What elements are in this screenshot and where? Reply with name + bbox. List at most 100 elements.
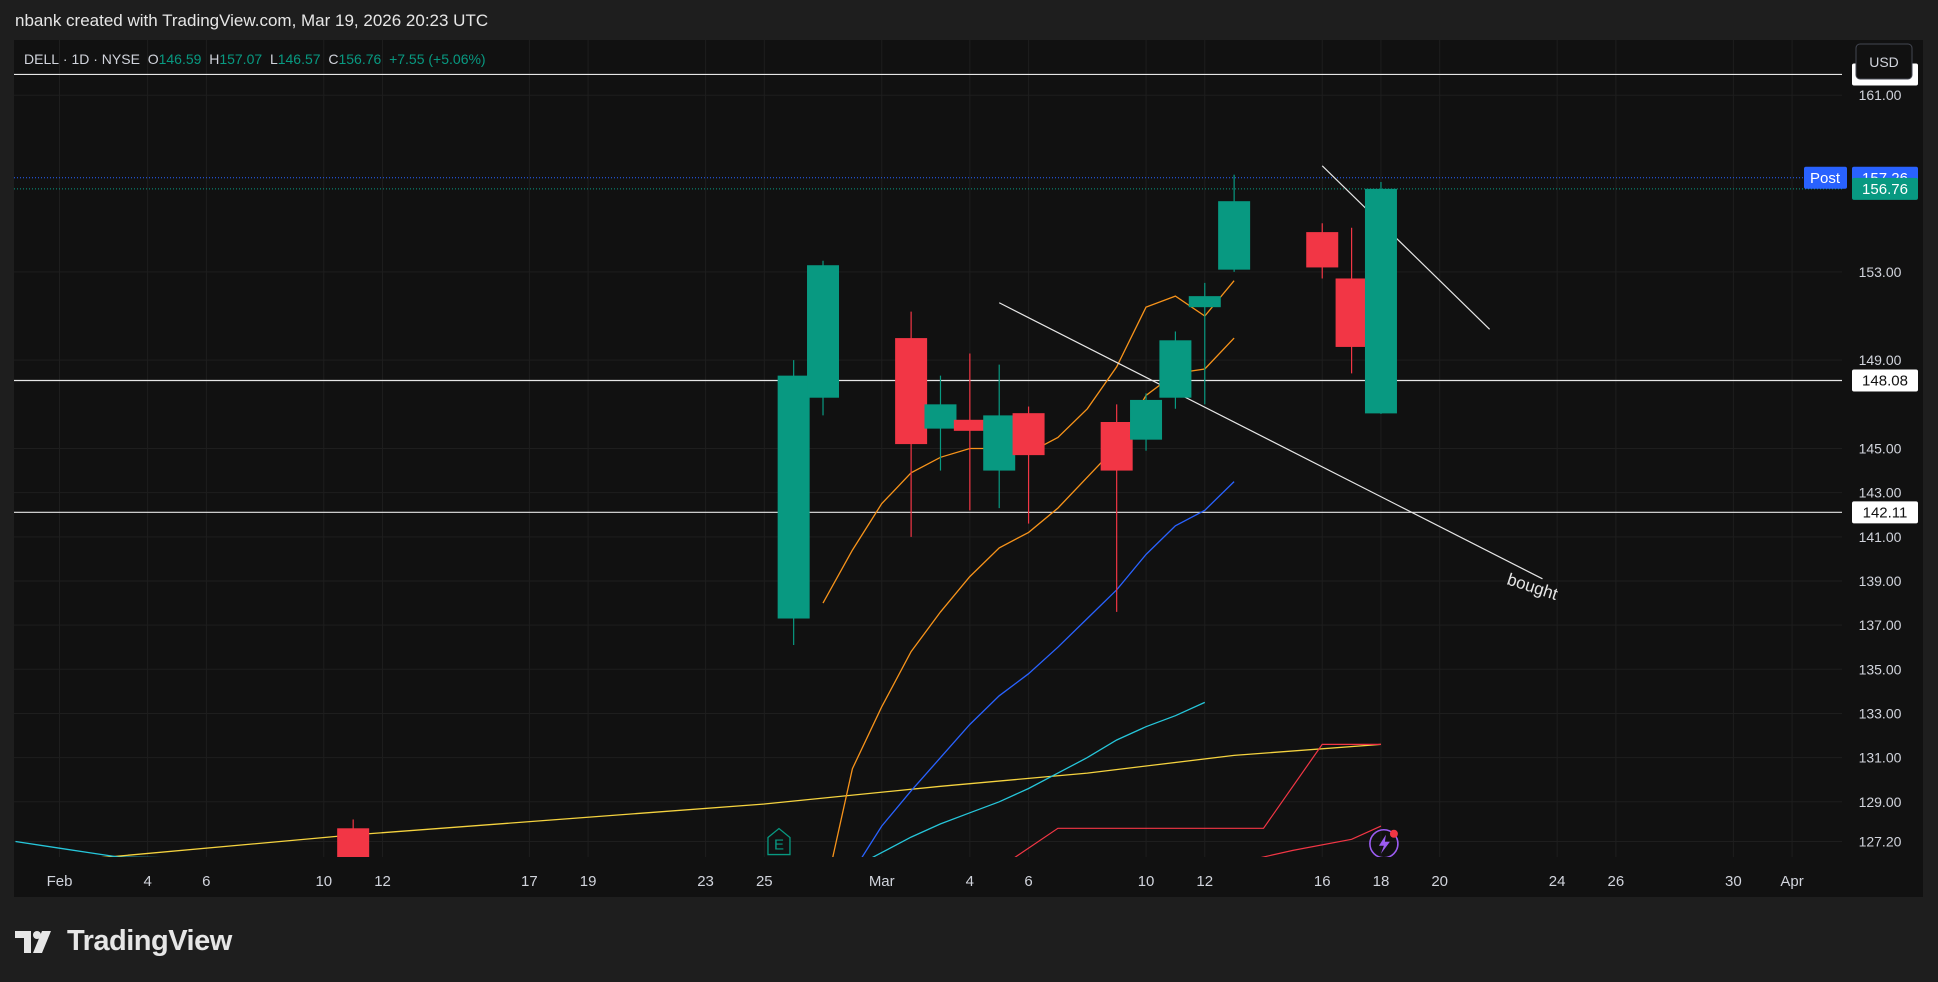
x-tick-label: 10 [1138,873,1155,890]
legend-o-label: O [148,51,159,67]
candle [924,375,957,471]
y-axis: 127.20 129.00 131.00 133.00 135.00 137.00 139.… [1859,87,1902,849]
ma-cyan-line [15,701,1206,857]
candle [1012,406,1045,524]
tradingview-brand-text: TradingView [67,925,232,957]
legend-c-value: 156.76 [338,51,389,67]
attribution-text: nbank created with TradingView.com, Mar … [15,11,489,30]
x-tick-label: 12 [374,873,391,890]
candle [1364,181,1397,414]
chart-panel[interactable]: bought E DELL · 1D · NYSE O146.59 H157.07 … [14,40,1923,897]
x-tick-label: 24 [1549,873,1566,890]
trendline [1321,165,1491,330]
currency-button-label: USD [1869,54,1899,70]
y-tick-label: 145.00 [1859,441,1902,457]
candle [895,311,928,537]
candle-body [1306,232,1339,268]
x-tick-label: 30 [1725,873,1742,890]
x-tick-label: 18 [1373,873,1390,890]
candle-body [924,404,957,429]
candle [1306,223,1339,279]
x-tick-label: Feb [47,873,73,890]
x-tick-label: Mar [869,873,895,890]
tradingview-logo: TradingView [15,925,232,958]
candle [1218,174,1251,272]
lightning-icon [1369,828,1399,857]
candle [1188,282,1221,405]
candle-body [1159,340,1192,398]
x-tick-label: 12 [1196,873,1213,890]
y-tick-label: 141.00 [1859,529,1902,545]
candle-body [1218,201,1251,270]
y-tick-label: 137.00 [1859,617,1902,633]
y-tick-label: 133.00 [1859,705,1902,721]
trendline [998,302,1543,580]
price-label-level: 148.08 [1852,369,1918,392]
y-tick-label: 139.00 [1859,573,1902,589]
price-label-last: 156.76 [1852,177,1918,200]
candle-body [1188,296,1221,308]
price-label-level: 142.11 [1852,501,1918,524]
x-tick-label: 4 [143,873,151,890]
y-tick-label: 135.00 [1859,661,1902,677]
candle-body [983,415,1016,471]
lightning-icon-dot [1389,829,1398,838]
candle [983,364,1016,509]
post-tag-box [1804,166,1847,189]
candle [1100,404,1133,612]
last-price-box [1852,177,1918,200]
x-tick-label: 6 [1024,873,1032,890]
candle-body [1012,413,1045,456]
candle [807,260,840,416]
y-tick-label: 131.00 [1859,750,1902,766]
earnings-marker-letter: E [774,837,784,854]
y-tick-label: 153.00 [1859,264,1902,280]
earnings-marker-shape [767,827,791,856]
legend-l-label: L [270,51,278,67]
earnings-marker: E [767,827,791,856]
price-label-text: 148.08 [1862,372,1908,389]
candle-body [895,338,928,445]
x-tick-label: 6 [202,873,210,890]
header-bar: nbank created with TradingView.com, Mar … [0,0,1938,40]
y-tick-label: 127.20 [1859,834,1902,850]
legend-c-label: C [328,51,338,67]
price-label-box [1852,501,1918,524]
ohlc-legend: DELL · 1D · NYSE O146.59 H157.07 L146.57… [24,51,486,67]
x-tick-label: 19 [580,873,597,890]
ma-blue-line [861,481,1235,857]
lightning-icon-ring [1369,828,1399,857]
candle-body [337,828,370,857]
chart-background [14,40,1923,897]
x-tick-label: 25 [756,873,773,890]
candle [1130,393,1163,451]
x-tick-label: 20 [1431,873,1448,890]
price-label-text: 142.11 [1863,504,1908,521]
y-tick-label: 129.00 [1859,794,1902,810]
candle [1159,331,1192,409]
y-tick-label: 149.00 [1859,352,1902,368]
legend-l-value: 146.57 [278,51,329,67]
legend-o-value: 146.59 [159,51,210,67]
candle-body [807,265,840,398]
candle-body [1335,278,1368,347]
x-axis: Feb 4 6 10 12 17 19 23 25 Mar 4 6 10 12 16 18 20 24 26 30 Ap… [47,873,1804,890]
legend-symbol: DELL · 1D · NYSE [24,51,148,67]
red-step-line [1014,743,1381,857]
last-price-text: 156.76 [1862,181,1908,198]
currency-button-box [1855,43,1913,80]
red-small-line [1260,825,1382,857]
x-tick-label: Apr [1780,873,1803,890]
y-tick-label: 143.00 [1859,485,1902,501]
candle-body [953,419,986,431]
legend-h-value: 157.07 [219,51,270,67]
ohlc-legend-text: DELL · 1D · NYSE O146.59 H157.07 L146.57… [24,51,486,67]
candle [1335,227,1368,374]
candle-body [1100,422,1133,471]
price-label-box [1852,369,1918,392]
currency-button[interactable]: USD [1855,43,1913,80]
candle [953,353,986,511]
candle [777,360,810,646]
